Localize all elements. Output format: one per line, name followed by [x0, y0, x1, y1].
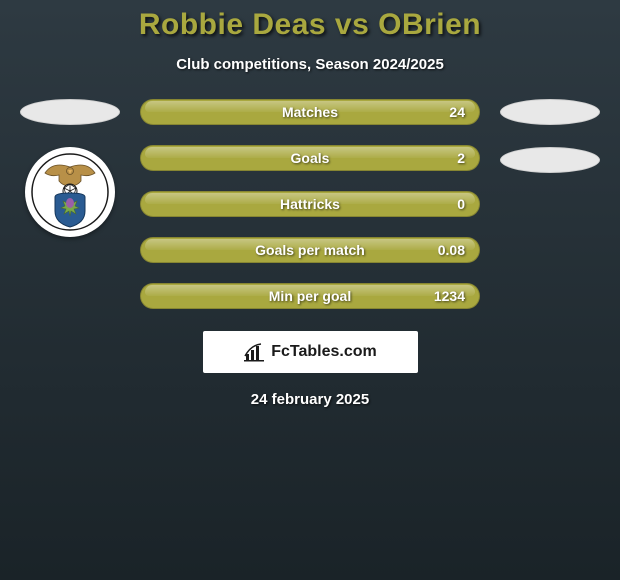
stats-area: Matches24 Goals2 Hattricks0 Goals per match… [0, 99, 620, 309]
stat-value: 0.08 [438, 242, 465, 258]
stat-value: 0 [457, 196, 465, 212]
bar-chart-icon [243, 341, 265, 363]
stat-label: Goals [141, 150, 479, 166]
stat-bars: Matches24 Goals2 Hattricks0 Goals per match… [140, 99, 480, 309]
player-image-placeholder-left [20, 99, 120, 125]
stat-bar: Matches24 [140, 99, 480, 125]
player-image-placeholder-right-2 [500, 147, 600, 173]
stat-value: 24 [449, 104, 465, 120]
stat-value: 2 [457, 150, 465, 166]
club-badge-left [25, 147, 115, 237]
date-label: 24 february 2025 [0, 391, 620, 408]
brand-watermark[interactable]: FcTables.com [203, 331, 418, 373]
player-image-placeholder-right-1 [500, 99, 600, 125]
comparison-card: Robbie Deas vs OBrien Club competitions,… [0, 0, 620, 408]
stat-bar: Hattricks0 [140, 191, 480, 217]
stat-bar: Goals per match0.08 [140, 237, 480, 263]
club-crest-icon [31, 153, 109, 231]
right-column [500, 99, 600, 173]
left-column [20, 99, 120, 237]
stat-value: 1234 [434, 288, 465, 304]
brand-text: FcTables.com [271, 343, 377, 361]
page-title: Robbie Deas vs OBrien [0, 8, 620, 42]
stat-label: Hattricks [141, 196, 479, 212]
stat-label: Min per goal [141, 288, 479, 304]
stat-bar: Min per goal1234 [140, 283, 480, 309]
stat-label: Matches [141, 104, 479, 120]
stat-bar: Goals2 [140, 145, 480, 171]
stat-label: Goals per match [141, 242, 479, 258]
subtitle: Club competitions, Season 2024/2025 [0, 56, 620, 73]
